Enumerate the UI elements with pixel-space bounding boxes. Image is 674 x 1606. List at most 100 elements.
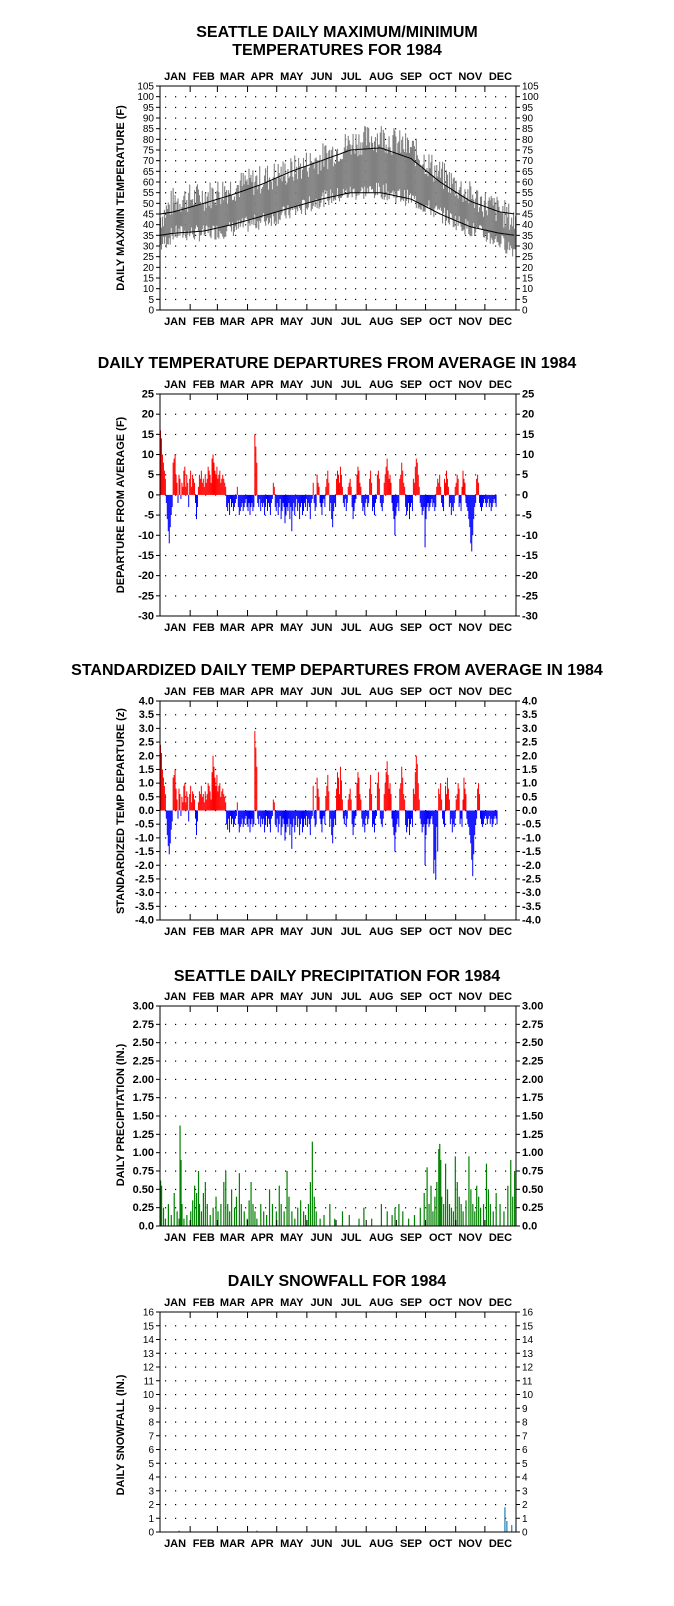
grid-dot — [375, 1023, 377, 1026]
grid-dot — [345, 796, 347, 798]
grid-dot — [295, 1152, 297, 1154]
grid-dot — [455, 1462, 457, 1464]
y-tick-label-right: 0 — [522, 306, 528, 317]
grid-dot — [425, 782, 427, 784]
y-tick-label-left: 35 — [143, 231, 155, 242]
departure-bar — [287, 494, 289, 512]
grid-dot — [165, 755, 167, 757]
departure-bar — [407, 494, 409, 512]
departure-bar — [219, 783, 221, 811]
departure-bar — [454, 486, 456, 495]
departure-bar — [414, 466, 416, 495]
grid-dot — [475, 96, 477, 98]
grid-dot — [475, 1517, 477, 1519]
grid-dot — [475, 433, 477, 436]
grid-dot — [245, 288, 247, 290]
departure-bar — [316, 777, 318, 811]
grid-dot — [365, 1078, 367, 1081]
grid-dot — [395, 1366, 397, 1368]
grid-dot — [495, 277, 497, 279]
grid-dot — [395, 782, 397, 784]
departure-bar — [218, 474, 220, 495]
departure-bar — [162, 462, 164, 495]
grid-dot — [235, 1023, 237, 1026]
event-bar — [454, 1156, 456, 1226]
grid-dot — [455, 1394, 457, 1396]
y-tick-label-left: 75 — [143, 146, 155, 157]
grid-dot — [405, 1504, 407, 1506]
grid-dot — [335, 1170, 337, 1172]
grid-dot — [455, 1435, 457, 1437]
grid-dot — [185, 554, 187, 557]
y-tick-label-right: 1.0 — [522, 778, 537, 790]
departure-bar — [487, 494, 489, 499]
grid-dot — [505, 1352, 507, 1354]
grid-dot — [315, 1133, 317, 1136]
departure-bar — [185, 486, 187, 495]
grid-dot — [405, 1366, 407, 1368]
grid-dot — [335, 1207, 337, 1209]
grid-dot — [185, 266, 187, 269]
y-tick-label-left: 20 — [143, 263, 155, 274]
grid-dot — [385, 595, 387, 597]
grid-dot — [315, 1339, 317, 1341]
grid-dot — [505, 170, 507, 173]
departure-bar — [183, 470, 185, 495]
y-tick-label-left: 25 — [142, 389, 154, 401]
grid-dot — [275, 266, 277, 269]
grid-dot — [245, 741, 247, 743]
departure-bar — [462, 799, 464, 811]
grid-dot — [215, 534, 217, 536]
grid-dot — [305, 256, 307, 258]
grid-dot — [295, 234, 297, 237]
grid-dot — [305, 1188, 307, 1191]
grid-dot — [415, 277, 417, 279]
grid-dot — [235, 1325, 237, 1327]
departure-bar — [317, 788, 319, 811]
y-tick-label-left: 60 — [143, 178, 155, 189]
y-tick-label-right: 12 — [522, 1363, 534, 1374]
grid-dot — [415, 1352, 417, 1354]
event-bar — [181, 1204, 183, 1226]
grid-dot — [465, 1339, 467, 1341]
grid-dot — [465, 1435, 467, 1437]
grid-dot — [455, 1517, 457, 1519]
grid-dot — [475, 1476, 477, 1478]
grid-dot — [235, 234, 237, 237]
departure-bar — [472, 810, 474, 877]
grid-dot — [285, 1435, 287, 1437]
departure-bar — [355, 810, 357, 816]
grid-dot — [215, 202, 217, 205]
grid-dot — [175, 595, 177, 597]
departure-bar — [267, 494, 269, 503]
departure-bar — [210, 482, 212, 495]
grid-dot — [325, 837, 327, 839]
month-label-bottom: DEC — [489, 1232, 512, 1244]
grid-dot — [185, 905, 187, 908]
grid-dot — [295, 1170, 297, 1172]
grid-dot — [435, 768, 437, 771]
grid-dot — [505, 1435, 507, 1437]
grid-dot — [385, 1380, 387, 1382]
departure-bar — [326, 785, 328, 811]
grid-dot — [225, 1115, 227, 1117]
grid-dot — [165, 514, 167, 516]
month-label-top: AUG — [369, 686, 393, 698]
grid-dot — [505, 202, 507, 205]
y-tick-label-right: 3.5 — [522, 709, 537, 721]
grid-dot — [305, 796, 307, 798]
departure-bar — [193, 478, 195, 495]
grid-dot — [245, 1517, 247, 1519]
grid-dot — [335, 741, 337, 743]
departure-bar — [381, 494, 383, 512]
grid-dot — [355, 1078, 357, 1081]
grid-dot — [455, 192, 457, 194]
departure-bar — [283, 810, 285, 825]
departure-bar — [484, 810, 486, 816]
grid-dot — [165, 554, 167, 557]
grid-dot — [445, 892, 447, 894]
departure-bar — [433, 494, 435, 503]
departure-bar — [231, 810, 233, 825]
grid-dot — [255, 1023, 257, 1026]
grid-dot — [345, 1170, 347, 1172]
